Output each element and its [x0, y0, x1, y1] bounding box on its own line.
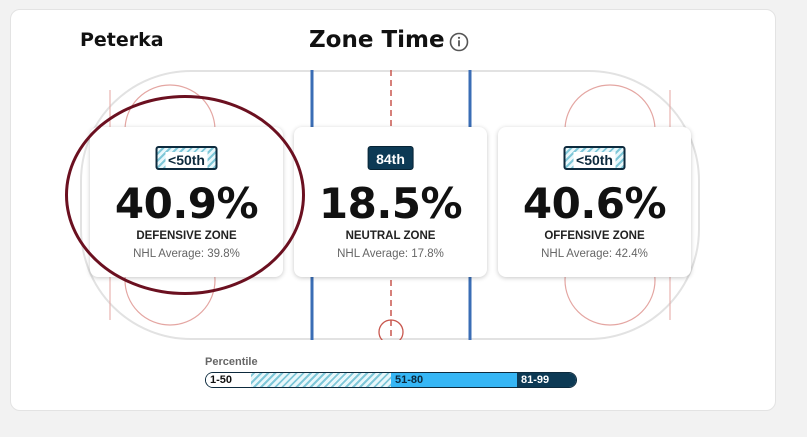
page-title: Zone Time: [309, 27, 445, 53]
zone-percent: 18.5%: [318, 179, 463, 228]
legend-segment-81-99: 81-99: [517, 373, 576, 387]
nhl-average: NHL Average: 17.8%: [337, 248, 444, 260]
nhl-average: NHL Average: 42.4%: [541, 248, 648, 260]
percentile-badge: 84th: [367, 146, 414, 170]
neutral-zone-card: 84th 18.5% NEUTRAL ZONE NHL Average: 17.…: [294, 127, 487, 277]
legend-title: Percentile: [205, 356, 258, 368]
zone-label: NEUTRAL ZONE: [345, 230, 436, 242]
zone-percent: 40.9%: [114, 179, 259, 228]
player-name: Peterka: [80, 29, 164, 51]
info-icon[interactable]: [449, 32, 469, 52]
percentile-badge: <50th: [563, 146, 626, 170]
legend-segment-1-50: 1-50: [206, 373, 391, 387]
offensive-zone-card: <50th 40.6% OFFENSIVE ZONE NHL Average: …: [498, 127, 691, 277]
zone-label: DEFENSIVE ZONE: [136, 230, 237, 242]
nhl-average: NHL Average: 39.8%: [133, 248, 240, 260]
percentile-badge: <50th: [155, 146, 218, 170]
zone-percent: 40.6%: [522, 179, 667, 228]
percentile-legend-bar: 1-50 51-80 81-99: [205, 372, 577, 388]
zone-label: OFFENSIVE ZONE: [544, 230, 645, 242]
defensive-zone-card: <50th 40.9% DEFENSIVE ZONE NHL Average: …: [90, 127, 283, 277]
legend-segment-51-80: 51-80: [391, 373, 517, 387]
